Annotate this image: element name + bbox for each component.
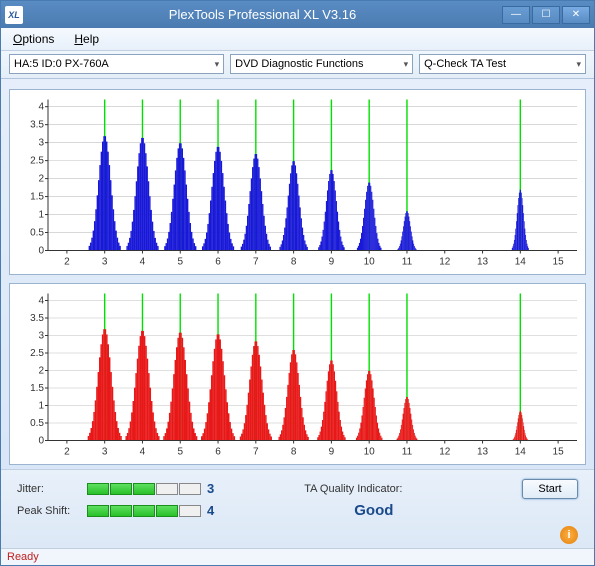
- close-button[interactable]: ✕: [562, 6, 590, 24]
- svg-text:14: 14: [515, 256, 527, 267]
- menu-help[interactable]: Help: [70, 30, 103, 48]
- charts-area: 00.511.522.533.5423456789101112131415 00…: [1, 79, 594, 469]
- svg-text:13: 13: [477, 256, 489, 267]
- svg-text:3: 3: [38, 137, 44, 148]
- svg-text:8: 8: [291, 446, 297, 457]
- start-button[interactable]: Start: [522, 479, 578, 499]
- window-title: PlexTools Professional XL V3.16: [23, 7, 502, 22]
- level-bar: [179, 505, 201, 517]
- level-bar: [87, 505, 109, 517]
- jitter-bars: [87, 483, 201, 495]
- menubar: Options Help: [1, 28, 594, 51]
- svg-text:6: 6: [215, 446, 221, 457]
- level-bar: [133, 483, 155, 495]
- level-bar: [156, 505, 178, 517]
- svg-text:15: 15: [553, 446, 565, 457]
- svg-text:2: 2: [64, 446, 70, 457]
- app-icon: XL: [5, 6, 23, 24]
- test-select[interactable]: Q-Check TA Test: [419, 54, 586, 74]
- info-icon[interactable]: i: [560, 526, 578, 544]
- svg-text:2: 2: [64, 256, 70, 267]
- svg-text:1: 1: [38, 209, 44, 220]
- svg-text:9: 9: [329, 256, 335, 267]
- level-bar: [110, 483, 132, 495]
- svg-text:0: 0: [38, 435, 44, 446]
- chart-top: 0 0.5 1 1.5 2 2.5 3 3.5 4 2 3 4 5 6 7 8 9 10 11 12 13 14 15: [9, 89, 586, 275]
- svg-text:2.5: 2.5: [30, 155, 44, 166]
- svg-text:2: 2: [38, 365, 44, 376]
- peakshift-bars: [87, 505, 201, 517]
- svg-text:3: 3: [38, 330, 44, 341]
- svg-text:1.5: 1.5: [30, 383, 44, 394]
- titlebar: XL PlexTools Professional XL V3.16 — ☐ ✕: [1, 1, 594, 28]
- svg-text:9: 9: [329, 446, 335, 457]
- svg-text:3: 3: [102, 256, 108, 267]
- svg-text:1: 1: [38, 400, 44, 411]
- svg-text:4: 4: [38, 295, 44, 306]
- peakshift-label: Peak Shift:: [17, 505, 87, 517]
- svg-text:3.5: 3.5: [30, 313, 44, 324]
- svg-text:4: 4: [140, 446, 146, 457]
- svg-text:10: 10: [364, 256, 376, 267]
- svg-text:3: 3: [102, 446, 108, 457]
- svg-text:14: 14: [515, 446, 527, 457]
- chart-bottom: 0 0.5 1 1.5 2 2.5 3 3.5 4 2 3 4 5 6 7 8 9 10 11 12 13 14 15: [9, 283, 586, 465]
- ta-label: TA Quality Indicator:: [304, 483, 402, 495]
- window-controls: — ☐ ✕: [502, 6, 590, 24]
- ta-value: Good: [354, 502, 393, 519]
- svg-text:15: 15: [553, 256, 565, 267]
- status-text: Ready: [7, 551, 39, 563]
- svg-text:7: 7: [253, 256, 259, 267]
- level-bar: [87, 483, 109, 495]
- svg-text:0: 0: [38, 245, 44, 256]
- statusbar: Ready: [1, 548, 594, 565]
- level-bar: [156, 483, 178, 495]
- svg-text:2: 2: [38, 173, 44, 184]
- svg-text:12: 12: [439, 446, 451, 457]
- toolbar: HA:5 ID:0 PX-760A DVD Diagnostic Functio…: [1, 51, 594, 78]
- svg-text:13: 13: [477, 446, 489, 457]
- minimize-button[interactable]: —: [502, 6, 530, 24]
- jitter-value: 3: [207, 481, 214, 496]
- level-bar: [179, 483, 201, 495]
- menu-options[interactable]: Options: [9, 30, 58, 48]
- svg-text:5: 5: [177, 256, 183, 267]
- level-bar: [133, 505, 155, 517]
- svg-text:5: 5: [177, 446, 183, 457]
- svg-text:10: 10: [364, 446, 376, 457]
- svg-text:0.5: 0.5: [30, 227, 44, 238]
- svg-text:3.5: 3.5: [30, 119, 44, 130]
- svg-text:1.5: 1.5: [30, 191, 44, 202]
- svg-text:0.5: 0.5: [30, 418, 44, 429]
- svg-text:6: 6: [215, 256, 221, 267]
- app-window: XL PlexTools Professional XL V3.16 — ☐ ✕…: [0, 0, 595, 566]
- svg-text:4: 4: [38, 101, 44, 112]
- jitter-label: Jitter:: [17, 483, 87, 495]
- results-panel: Jitter: 3 TA Quality Indicator: Start Pe…: [1, 469, 594, 548]
- svg-text:11: 11: [402, 446, 413, 457]
- svg-text:2.5: 2.5: [30, 348, 44, 359]
- drive-select[interactable]: HA:5 ID:0 PX-760A: [9, 54, 224, 74]
- svg-text:7: 7: [253, 446, 259, 457]
- maximize-button[interactable]: ☐: [532, 6, 560, 24]
- level-bar: [110, 505, 132, 517]
- svg-text:8: 8: [291, 256, 297, 267]
- svg-text:12: 12: [439, 256, 451, 267]
- svg-text:11: 11: [402, 256, 413, 267]
- function-select[interactable]: DVD Diagnostic Functions: [230, 54, 413, 74]
- svg-text:4: 4: [140, 256, 146, 267]
- peakshift-value: 4: [207, 503, 214, 518]
